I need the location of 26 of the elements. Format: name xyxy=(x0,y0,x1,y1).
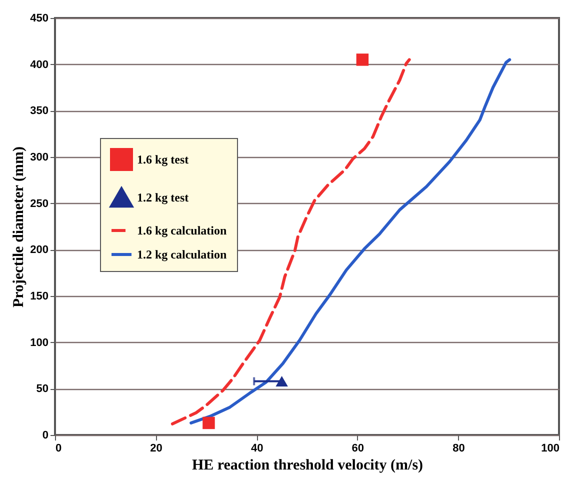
y-tick-label: 400 xyxy=(30,58,48,71)
point xyxy=(202,416,215,430)
x-tick-label: 20 xyxy=(150,442,162,454)
y-tick-label: 150 xyxy=(30,290,48,302)
point xyxy=(356,54,369,66)
x-tick-label: 80 xyxy=(452,442,465,454)
point xyxy=(276,376,288,387)
x-tick-label: 40 xyxy=(250,442,264,454)
y-tick-label: 300 xyxy=(30,152,48,164)
y-tick-label: 450 xyxy=(30,12,48,24)
y-axis-title: Projectile diameter (mm) xyxy=(11,146,28,308)
x-tick-label: 0 xyxy=(56,442,62,454)
y-tick-label: 350 xyxy=(30,105,48,118)
y-tick-label: 250 xyxy=(30,198,48,210)
y-tick-label: 0 xyxy=(42,430,48,442)
legend-label: 1.2 kg test xyxy=(137,190,189,204)
x-axis-title: HE reaction threshold velocity (m/s) xyxy=(192,458,424,474)
legend-label: 1.2 kg calculation xyxy=(137,248,227,262)
legend-label: 1.6 kg calculation xyxy=(137,224,227,238)
line-series xyxy=(170,58,411,426)
x-tick-label: 60 xyxy=(352,442,364,454)
y-tick-label: 100 xyxy=(30,336,48,349)
y-tick-label: 50 xyxy=(36,383,48,396)
legend-label: 1.6 kg test xyxy=(137,152,189,166)
y-tick-label: 200 xyxy=(30,244,48,256)
x-tick-label: 100 xyxy=(541,442,560,454)
